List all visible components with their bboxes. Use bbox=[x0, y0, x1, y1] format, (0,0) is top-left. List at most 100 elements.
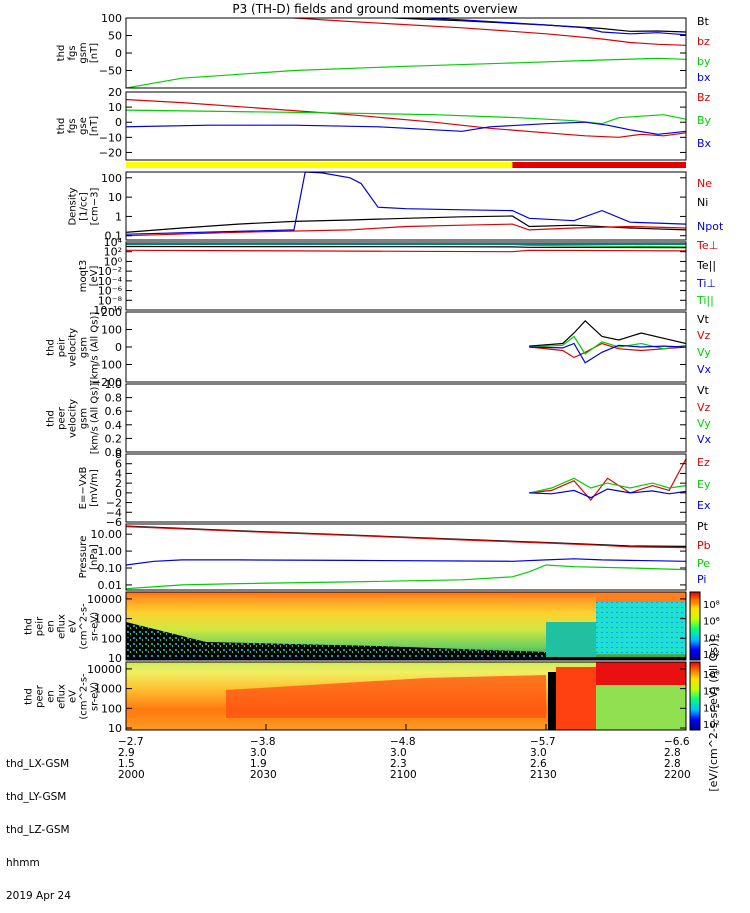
ephemeris-value: −6.6 bbox=[664, 736, 690, 748]
series-vel_peir-Vy bbox=[529, 335, 686, 355]
ephemeris-value: −4.8 bbox=[390, 736, 416, 748]
panel-temp bbox=[126, 243, 686, 253]
legend-vel_peir-0: Vt bbox=[697, 313, 709, 326]
series-efield-Ey bbox=[529, 477, 686, 494]
tick-pressure-3: 0.01 bbox=[98, 579, 123, 592]
ephemeris-column-1: −3.8 3.0 1.9 2030 bbox=[250, 737, 277, 781]
ephemeris-value: 2.8 bbox=[664, 747, 681, 759]
tick-vel_peir-3: −100 bbox=[92, 359, 122, 372]
panel-density bbox=[126, 172, 686, 237]
ephemeris-value: −3.8 bbox=[250, 736, 276, 748]
overview-plot: 100500−5020100−10−201001010.110⁴10²10⁰10… bbox=[87, 12, 720, 735]
ephemeris-value: 3.0 bbox=[390, 747, 407, 759]
legend-pressure-0: Pt bbox=[697, 520, 708, 533]
series-pressure-Pe bbox=[126, 558, 686, 566]
tick-efield-3: 2 bbox=[115, 477, 122, 490]
series-fgs_gsm-bx bbox=[411, 18, 686, 36]
colorbar-label: [eV/(cm^2-s-sr-eV) (All Qs)] bbox=[707, 638, 720, 792]
peer-spectrogram bbox=[126, 662, 686, 730]
tick-fgs_gse-3: −10 bbox=[99, 131, 122, 144]
tick-fgs_gsm-2: 0 bbox=[115, 47, 122, 60]
legend-pressure-3: Pi bbox=[697, 573, 707, 586]
tick-temp-3: 10⁻² bbox=[98, 265, 122, 278]
tick-efield-5: −2 bbox=[106, 497, 122, 510]
ephemeris-column-2: −4.8 3.0 2.3 2100 bbox=[390, 737, 417, 781]
ephemeris-value: 3.0 bbox=[250, 747, 267, 759]
legend-vel_peir-1: Vz bbox=[697, 329, 711, 342]
panel-fgs_gse bbox=[126, 99, 686, 138]
legend-fgs_gse-2: Bx bbox=[697, 137, 712, 150]
legend-density-4: Te|| bbox=[697, 259, 717, 272]
series-efield-Ez bbox=[529, 458, 686, 502]
tick-peer_en_eflux-3: 10 bbox=[108, 722, 122, 735]
panel-efield bbox=[529, 458, 686, 502]
tick-temp-2: 10⁰ bbox=[104, 255, 123, 268]
tick-efield-7: −6 bbox=[106, 516, 122, 529]
legend-density-1: Ni bbox=[697, 196, 709, 209]
legend-density-2: Npot bbox=[697, 220, 724, 233]
legend-density-3: Te⊥ bbox=[697, 239, 719, 252]
series-vel_peir-Vx bbox=[529, 342, 686, 364]
ephemeris-value: 2100 bbox=[390, 769, 417, 781]
axis-peir_en_eflux: 10000 1000 100 10 bbox=[87, 591, 687, 665]
ephemeris-value: 2.8 bbox=[664, 758, 681, 770]
tick-vel_peir-1: 100 bbox=[101, 324, 122, 337]
tick-vel_peer-3: 0.4 bbox=[105, 419, 123, 432]
legend-fgs_gse-1: By bbox=[697, 114, 712, 127]
ephemeris-value: 2.3 bbox=[390, 758, 407, 770]
ylabel-fgs_gse: thd fgs gse [nT] bbox=[56, 115, 100, 137]
ephemeris-column-4: −6.6 2.8 2.8 2200 bbox=[664, 737, 691, 781]
legend-fgs_gse-0: Bz bbox=[697, 91, 711, 104]
ephemeris-value: 2.6 bbox=[530, 758, 547, 770]
series-density-Ni bbox=[126, 215, 686, 233]
tick-vel_peir-4: −200 bbox=[92, 376, 122, 389]
tick-temp-6: 10⁻⁸ bbox=[98, 294, 123, 307]
series-efield-Ex bbox=[529, 488, 686, 499]
legend-fgs_gsm-1: bz bbox=[697, 35, 710, 48]
page-title: P3 (TH-D) fields and ground moments over… bbox=[232, 2, 518, 16]
series-fgs_gsm-by bbox=[126, 57, 686, 88]
tick-temp-7: 10⁻¹⁰ bbox=[93, 304, 122, 317]
legend-pressure-2: Pe bbox=[697, 557, 711, 570]
series-fgs_gse-Bz bbox=[126, 99, 686, 138]
series-vel_peir-Vz bbox=[529, 342, 686, 359]
series-pressure-Pt bbox=[126, 525, 686, 548]
ephemeris-column-3: −5.7 3.0 2.6 2130 bbox=[530, 737, 557, 781]
tick-vel_peir-0: 200 bbox=[101, 306, 122, 319]
ephemeris-value: 2000 bbox=[118, 769, 145, 781]
panel-pressure bbox=[126, 525, 686, 590]
axis-vel_peer: 1.00.80.60.40.20.0 bbox=[105, 378, 687, 459]
legend-vel_peir-3: Vx bbox=[697, 363, 712, 376]
tick-peer_en_eflux-2: 100 bbox=[101, 702, 122, 715]
eph-row-lz: thd_LZ-GSM bbox=[6, 824, 70, 836]
ephemeris-value: 2.9 bbox=[118, 747, 135, 759]
axis-vel_peir: 200 100 0 −100 −200 bbox=[92, 306, 687, 389]
tick-peer_en_eflux-1: 1000 bbox=[94, 683, 122, 696]
legend-vel_peer-3: Vx bbox=[697, 433, 712, 446]
series-vel_peir-Vt bbox=[529, 319, 686, 347]
tick-density-3: 0.1 bbox=[105, 230, 123, 243]
colorbar-tick: 10⁶ bbox=[703, 687, 720, 698]
ephemeris-column-0: −2.7 2.9 1.5 2000 bbox=[118, 737, 145, 781]
tick-peir_en_eflux-2: 100 bbox=[101, 632, 122, 645]
colorbar-tick: 10² bbox=[703, 650, 720, 661]
eph-row-ly: thd_LY-GSM bbox=[6, 791, 67, 803]
tick-temp-4: 10⁻⁴ bbox=[98, 275, 123, 288]
tick-temp-5: 10⁻⁶ bbox=[98, 285, 123, 298]
series-density-Npot bbox=[126, 172, 686, 235]
legend-fgs_gsm-0: Bt bbox=[697, 15, 709, 28]
tick-fgs_gse-0: 20 bbox=[108, 86, 122, 99]
tick-density-0: 100 bbox=[101, 172, 122, 185]
tick-vel_peer-1: 0.8 bbox=[105, 392, 123, 405]
axis-fgs_gse: 20 10 0 −10 −20 bbox=[99, 86, 687, 161]
ephemeris-value: 1.5 bbox=[118, 758, 135, 770]
colorbar-tick: 10⁴ bbox=[703, 633, 720, 644]
eph-date: 2019 Apr 24 bbox=[6, 890, 71, 902]
tick-temp-1: 10² bbox=[104, 246, 122, 259]
series-fgs_gse-Bx bbox=[126, 121, 686, 135]
series-temp-Te⊥ bbox=[126, 249, 686, 253]
legend-efield-0: Ez bbox=[697, 456, 710, 469]
series-temp-Te|| bbox=[126, 245, 686, 249]
legend-vel_peer-2: Vy bbox=[697, 417, 711, 430]
tick-efield-6: −4 bbox=[106, 506, 122, 519]
